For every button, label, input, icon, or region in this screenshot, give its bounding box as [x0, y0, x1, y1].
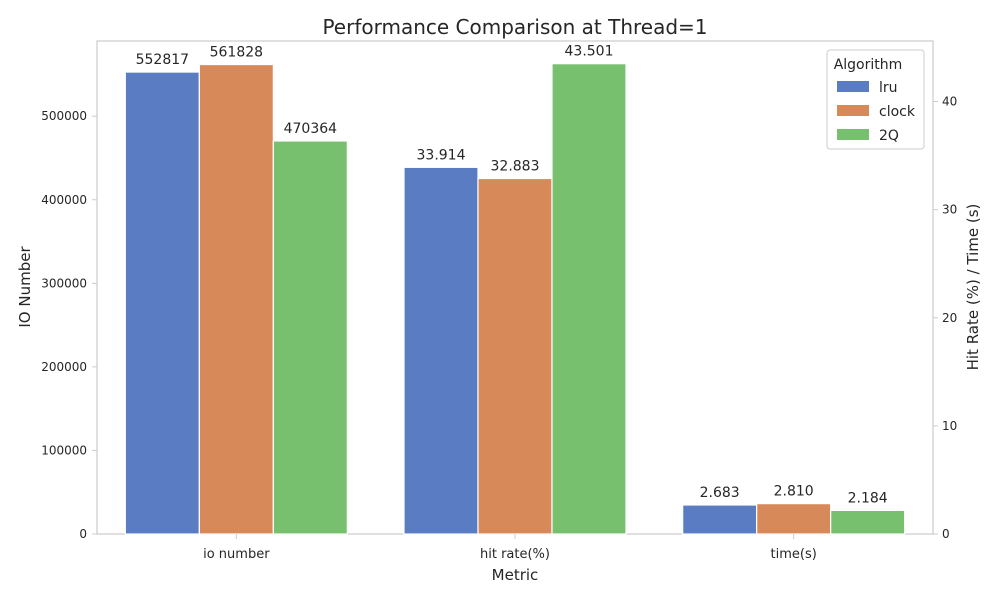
y-tick-label: 400000 [41, 193, 87, 207]
bar-value-label: 2.810 [774, 484, 814, 500]
legend-swatch-lru [837, 81, 869, 92]
bar-lru-2 [682, 504, 758, 535]
chart-title: Performance Comparison at Thread=1 [322, 15, 707, 39]
legend: Algorithm lru clock 2Q [826, 49, 925, 150]
y2-tick-label: 40 [942, 95, 957, 109]
y-tick-label: 300000 [41, 276, 87, 290]
y2-tick-label: 30 [942, 203, 957, 217]
bar-2q-0 [272, 140, 348, 535]
bar-value-label: 2.184 [848, 490, 888, 506]
bars-group [124, 63, 906, 535]
bar-value-label: 470364 [284, 121, 338, 137]
bar-lru-0 [124, 71, 200, 535]
y-tick-label: 500000 [41, 109, 87, 123]
bar-value-label: 552817 [136, 52, 189, 68]
y2-tick-label: 20 [942, 311, 957, 325]
y-axis-ticks: 0 100000 200000 300000 400000 500000 [41, 109, 97, 541]
bar-value-label: 33.914 [417, 147, 466, 163]
legend-title: Algorithm [834, 57, 903, 73]
y-tick-label: 100000 [41, 443, 87, 457]
legend-swatch-clock [837, 105, 869, 116]
bar-2q-2 [830, 509, 906, 535]
y-tick-label: 200000 [41, 360, 87, 374]
x-tick-label: io number [203, 547, 270, 562]
x-axis-label: Metric [492, 566, 539, 584]
y2-axis-ticks: 0 10 20 30 40 [933, 95, 957, 541]
y-axis-label: IO Number [16, 246, 34, 328]
legend-label-clock: clock [879, 104, 916, 120]
bar-labels-group: 552817 561828 470364 33.914 32.883 43.501 2.68… [136, 44, 888, 507]
legend-label-2q: 2Q [879, 128, 899, 144]
bar-clock-0 [198, 63, 274, 535]
bar-lru-1 [403, 166, 479, 535]
y2-tick-label: 10 [942, 419, 957, 433]
legend-swatch-2q [837, 129, 869, 140]
y-tick-label: 0 [79, 527, 87, 541]
bar-value-label: 32.883 [491, 158, 540, 174]
y2-tick-label: 0 [942, 527, 950, 541]
bar-value-label: 43.501 [565, 44, 614, 60]
bar-clock-1 [477, 177, 553, 535]
bar-value-label: 2.683 [700, 485, 740, 501]
legend-box [826, 49, 925, 150]
x-axis-ticks: io number hit rate(%) time(s) [203, 534, 817, 562]
bar-2q-1 [551, 63, 627, 535]
bar-value-label: 561828 [210, 45, 263, 61]
x-tick-label: time(s) [771, 547, 817, 562]
legend-label-lru: lru [879, 80, 898, 96]
y2-axis-label: Hit Rate (%) / Time (s) [964, 204, 982, 371]
x-tick-label: hit rate(%) [480, 547, 550, 562]
bar-clock-2 [756, 503, 832, 535]
